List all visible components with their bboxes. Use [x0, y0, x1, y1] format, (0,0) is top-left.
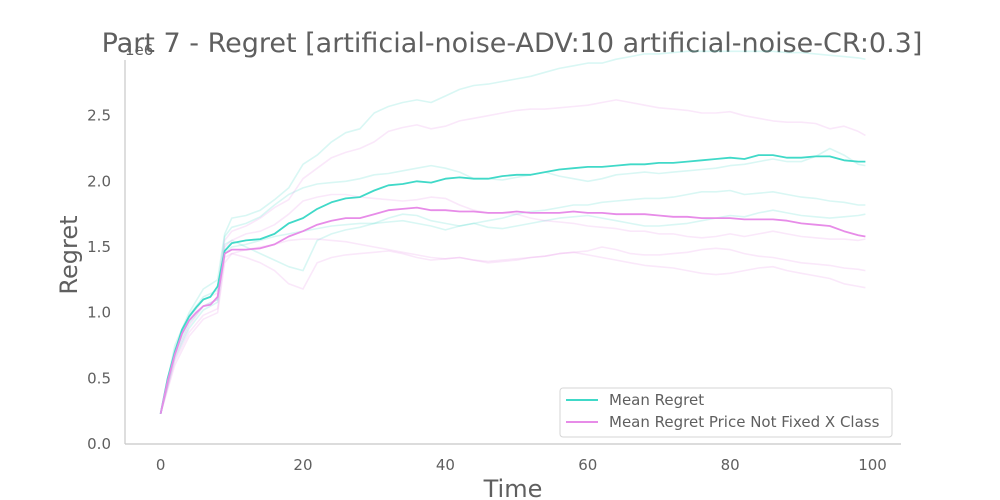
y-tick-label: 0.5	[87, 369, 111, 387]
x-tick-label: 80	[721, 456, 740, 474]
legend-label-mean-regret-price-not-fixed: Mean Regret Price Not Fixed X Class	[609, 413, 880, 431]
axes	[124, 60, 901, 445]
y-axis-label: Regret	[55, 215, 83, 294]
y-tick-label: 1.0	[87, 304, 111, 322]
y-tick-label: 2.5	[87, 107, 111, 125]
run-line-5	[159, 209, 866, 414]
x-tick-label: 40	[436, 456, 455, 474]
run-line-6	[159, 99, 866, 414]
y-tick-label: 2.0	[87, 172, 111, 190]
run-line-3	[159, 147, 866, 414]
x-tick-label: 100	[858, 456, 887, 474]
x-axis-label: Time	[483, 475, 543, 500]
y-tick-label: 1.5	[87, 238, 111, 256]
series-line-mean-regret-price-not-fixed	[159, 206, 866, 414]
x-tick-label: 0	[156, 456, 166, 474]
series-line-mean-regret	[159, 154, 866, 414]
chart-title: Part 7 - Regret [artificial-noise-ADV:10…	[102, 28, 923, 59]
legend-label-mean-regret: Mean Regret	[609, 391, 704, 409]
run-line-4	[159, 189, 866, 414]
y-axis-exponent-label: 1e6	[125, 41, 153, 59]
tick-labels: 0 20 40 60 80 100 0.0 0.5 1.0 1.5 2.0 2.5	[87, 107, 887, 474]
run-line-7	[159, 193, 866, 414]
legend: Mean Regret Mean Regret Price Not Fixed …	[559, 387, 893, 438]
x-tick-label: 60	[578, 456, 597, 474]
run-line-2	[159, 50, 866, 414]
run-line-8	[159, 246, 866, 415]
y-tick-label: 0.0	[87, 435, 111, 453]
legend-box	[559, 387, 893, 438]
x-tick-label: 20	[293, 456, 312, 474]
series-lines	[159, 50, 866, 415]
